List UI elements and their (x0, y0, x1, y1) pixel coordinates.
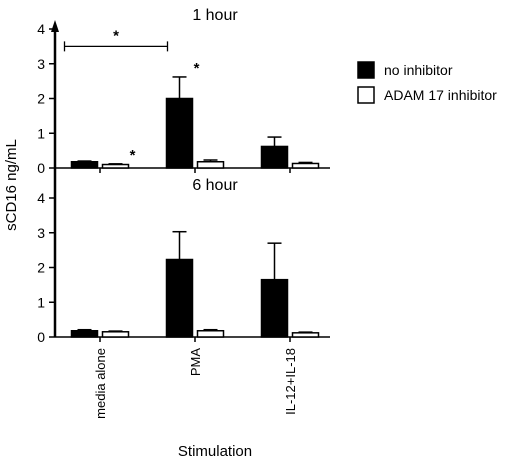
legend-label: no inhibitor (384, 62, 453, 78)
bar (196, 329, 225, 338)
y-tick-label: 1 (37, 125, 45, 141)
y-tick-label: 0 (37, 329, 45, 345)
panel-1: 6 hour 0 1 2 3 4 (37, 177, 330, 345)
bar (260, 278, 289, 338)
bar (70, 329, 99, 338)
category-label: PMA (188, 348, 203, 377)
y-axis-label: sCD16 ng/mL (3, 139, 20, 231)
y-axis-arrow (51, 20, 59, 32)
bar (260, 145, 289, 169)
category-label: media alone (93, 348, 108, 419)
legend-swatch (357, 61, 375, 79)
bar (70, 160, 99, 169)
significance-marker: * (130, 147, 136, 164)
legend-swatch (357, 86, 375, 104)
bar (101, 163, 130, 169)
y-tick-label: 1 (37, 294, 45, 310)
bar (291, 332, 320, 338)
legend: no inhibitor ADAM 17 inhibitor (357, 61, 497, 104)
bar (291, 162, 320, 169)
significance-marker: * (194, 60, 200, 77)
legend-label: ADAM 17 inhibitor (384, 87, 497, 103)
y-tick-label: 4 (37, 21, 45, 37)
y-tick-label: 0 (37, 160, 45, 176)
bar (165, 258, 194, 338)
y-tick-label: 2 (37, 260, 45, 276)
y-tick-label: 4 (37, 190, 45, 206)
bar (165, 97, 194, 169)
x-axis-label: Stimulation (178, 443, 252, 460)
category-label: IL-12+IL-18 (283, 348, 298, 415)
bar (101, 331, 130, 338)
y-tick-label: 3 (37, 56, 45, 72)
panel-0: 1 hour 0 1 2 3 4 * * * (37, 7, 330, 176)
panel-title: 6 hour (192, 177, 238, 194)
y-tick-label: 2 (37, 91, 45, 107)
significance-marker: * (113, 27, 119, 44)
y-tick-label: 3 (37, 225, 45, 241)
bar (196, 160, 225, 169)
panel-title: 1 hour (192, 7, 238, 24)
